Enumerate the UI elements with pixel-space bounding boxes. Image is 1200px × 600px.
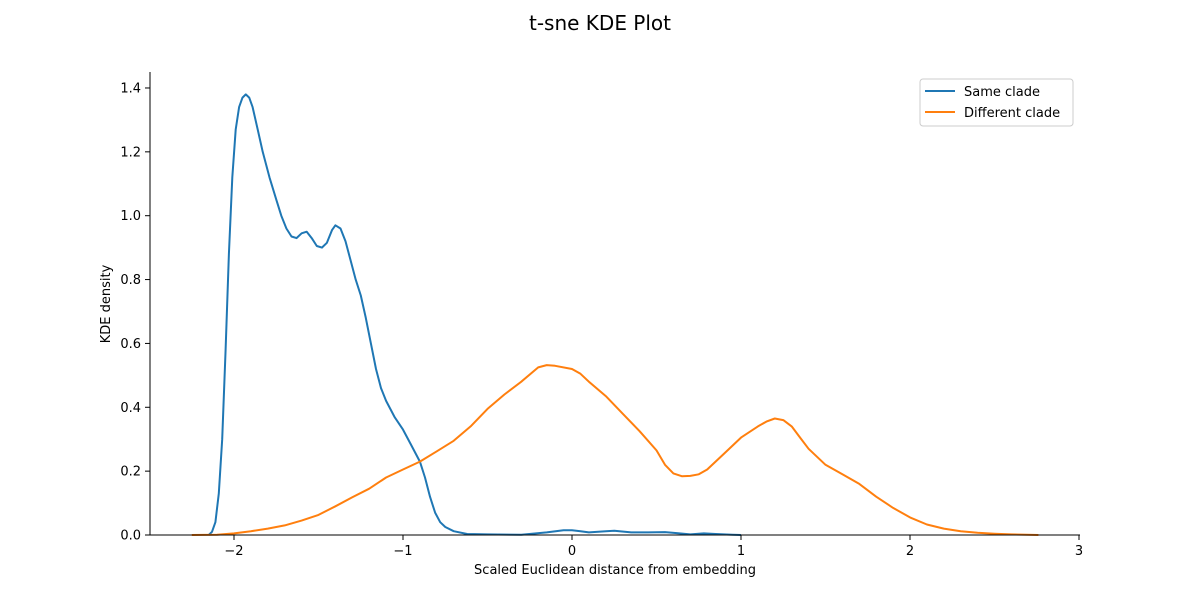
x-tick-label: 0: [568, 544, 576, 559]
series-line-1: [191, 364, 1039, 536]
series-layer: [191, 93, 1039, 536]
series-line-0: [208, 93, 742, 536]
x-axis-label: Scaled Euclidean distance from embedding: [474, 563, 756, 578]
y-axis-label: KDE density: [99, 264, 114, 343]
y-tick-label: 1.4: [120, 81, 141, 96]
x-tick-label: 3: [1075, 544, 1083, 559]
x-tick-label: 2: [906, 544, 914, 559]
legend-label-different-clade: Different clade: [964, 106, 1060, 121]
y-tick-label: 0.4: [120, 401, 141, 416]
x-tick-label: 1: [737, 544, 745, 559]
y-tick-label: 1.0: [120, 209, 141, 224]
y-tick-label: 1.2: [120, 145, 141, 160]
x-ticks: −2 −1 0 1 2 3: [224, 535, 1083, 559]
y-tick-label: 0.6: [120, 337, 141, 352]
legend-frame: [919, 78, 1074, 127]
legend-label-same-clade: Same clade: [964, 85, 1040, 100]
legend: Same clade Different clade: [919, 78, 1074, 127]
y-tick-label: 0.0: [120, 529, 141, 544]
y-ticks: 0.0 0.2 0.4 0.6 0.8 1.0 1.2 1.4: [120, 81, 150, 544]
x-tick-label: −2: [224, 544, 243, 559]
y-tick-label: 0.8: [120, 273, 141, 288]
x-tick-label: −1: [393, 544, 412, 559]
y-tick-label: 0.2: [120, 465, 141, 480]
chart-title: t-sne KDE Plot: [529, 11, 671, 35]
